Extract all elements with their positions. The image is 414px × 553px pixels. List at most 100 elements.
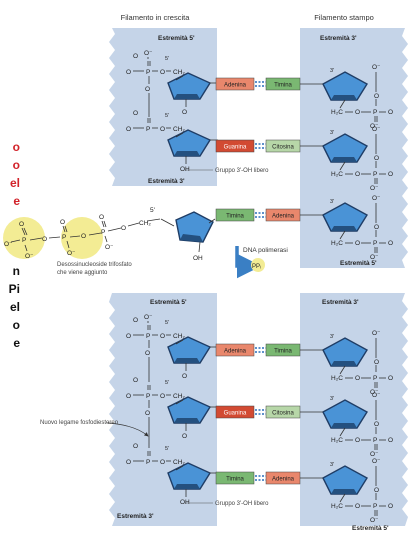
polymerase-arrow (235, 246, 262, 279)
atom-o: O⁻ (144, 314, 153, 321)
atom-o: O (133, 53, 138, 60)
atom-o: O (99, 214, 104, 221)
sugar-ring-shade (331, 489, 357, 494)
atom-o: O (374, 359, 379, 366)
prime-5-label: 5' (165, 446, 169, 452)
atom-o: O (81, 233, 86, 240)
atom-o: O (374, 224, 379, 231)
new-bond-label: Nuovo legame fosfodiestereo (40, 420, 119, 426)
atom-o: O (126, 393, 131, 400)
atom-ch2: CH₂ (173, 126, 185, 133)
ppi-label: PPᵢ (252, 264, 261, 270)
incoming-nucleotide: O⁻ P O O⁻ O P O O⁻ O P O O⁻ O CH₂ 5' OH (3, 207, 216, 262)
bond (175, 75, 184, 81)
atom-o: O (388, 437, 393, 444)
atom-o: O⁻ (372, 330, 381, 337)
bond (175, 399, 184, 405)
atom-p: P (62, 234, 66, 241)
sugar-ring-shade (174, 484, 200, 489)
atom-o: O (133, 110, 138, 117)
template-strand-header: Filamento stampo (314, 13, 374, 22)
atom-h2c: H₂C (331, 503, 343, 510)
atom-o: O⁻ (370, 123, 379, 130)
polymerase-label: DNA polimerasi (243, 247, 288, 254)
atom-o: O (374, 93, 379, 100)
base-label-timina: Timina (226, 214, 244, 220)
atom-o: O⁻ (370, 451, 379, 458)
side-text-red-2: o (12, 158, 20, 172)
base-label-timina: Timina (226, 477, 244, 483)
base-guanina (215, 139, 255, 153)
atom-o: O (388, 171, 393, 178)
atom-o: O (145, 350, 150, 357)
atom-p: P (146, 459, 150, 466)
atom-o: O (355, 503, 360, 510)
atom-o: O (42, 236, 47, 243)
growing-strand-header: Filamento in crescita (121, 13, 191, 22)
bond (208, 218, 216, 224)
prime-3-label: 3' (330, 130, 334, 136)
base-label-adenina: Adenina (272, 214, 295, 220)
atom-p: P (373, 503, 377, 510)
atom-o: O⁻ (105, 244, 114, 251)
base-label-adenina: Adenina (224, 83, 247, 89)
nucleotide-label-line2: che viene aggiunto (57, 270, 108, 276)
end-label-5-bottom-left: Estremità 5' (150, 299, 187, 306)
atom-o: O (388, 503, 393, 510)
atom-o: O⁻ (372, 392, 381, 399)
growing-strand-band-top (109, 28, 217, 186)
atom-o: O (355, 171, 360, 178)
atom-o: O (388, 109, 393, 116)
bond (175, 339, 184, 345)
oh-free-label: Gruppo 3'-OH libero (215, 168, 269, 174)
atom-h2c: H₂C (331, 375, 343, 382)
end-label-5-bottom-right: Estremità 5' (352, 525, 389, 532)
bond (175, 465, 184, 471)
sugar-ring (322, 399, 368, 429)
atom-ch2: CH₂ (139, 220, 151, 227)
strand-backgrounds (109, 28, 408, 526)
atom-p: P (373, 375, 377, 382)
prime-3-label: 3' (330, 199, 334, 205)
atom-o: O (60, 219, 65, 226)
atom-o: O (126, 333, 131, 340)
phosphate-halo-1 (3, 217, 45, 259)
sugar-ring (167, 336, 212, 364)
end-label-3-mid-left: Estremità 3' (148, 178, 185, 185)
atom-o: O (126, 126, 131, 133)
end-label-5-top-left: Estremità 5' (158, 35, 195, 42)
atom-o: O⁻ (372, 64, 381, 71)
phosphate-halo-2 (61, 217, 103, 259)
bond (339, 161, 346, 171)
atom-h2c: H₂C (331, 240, 343, 247)
atom-p: P (373, 437, 377, 444)
side-text-black-2: Pi (8, 282, 20, 296)
atom-o: O⁻ (25, 253, 34, 260)
sugar-ring-shade (174, 94, 200, 99)
bond (198, 241, 201, 253)
base-label-citosina: Citosina (272, 411, 294, 417)
base-timina (215, 208, 255, 222)
sugar-ring (322, 133, 368, 163)
atom-o: O (388, 240, 393, 247)
prime-5-label: 5' (165, 56, 169, 62)
atom-oh: OH (180, 166, 190, 173)
base-label-guanina: Guanina (224, 145, 247, 151)
atom-o: O⁻ (370, 517, 379, 524)
atom-o: O (355, 240, 360, 247)
atom-p: P (146, 69, 150, 76)
triphosphate-bonds (10, 218, 175, 252)
atom-o: O⁻ (370, 254, 379, 261)
atom-o: O⁻ (372, 195, 381, 202)
triphosphate-atoms: O⁻ P O O⁻ O P O O⁻ O P O O⁻ O CH₂ 5' (4, 207, 155, 260)
sugar-ring-shade (331, 423, 357, 428)
nucleotide-units: O O P O CH₂ 5' O⁻ O O Adenina Timina H₂C O P O O⁻ O 3' O⁻ O… (126, 50, 393, 524)
sugar-ring-shade (331, 361, 357, 366)
bond (339, 230, 346, 240)
sugar-ring (322, 71, 368, 101)
atom-o: O (145, 410, 150, 417)
prime-5-label: 5' (165, 320, 169, 326)
new-bond-arrow (107, 422, 149, 437)
atom-o: O (126, 459, 131, 466)
